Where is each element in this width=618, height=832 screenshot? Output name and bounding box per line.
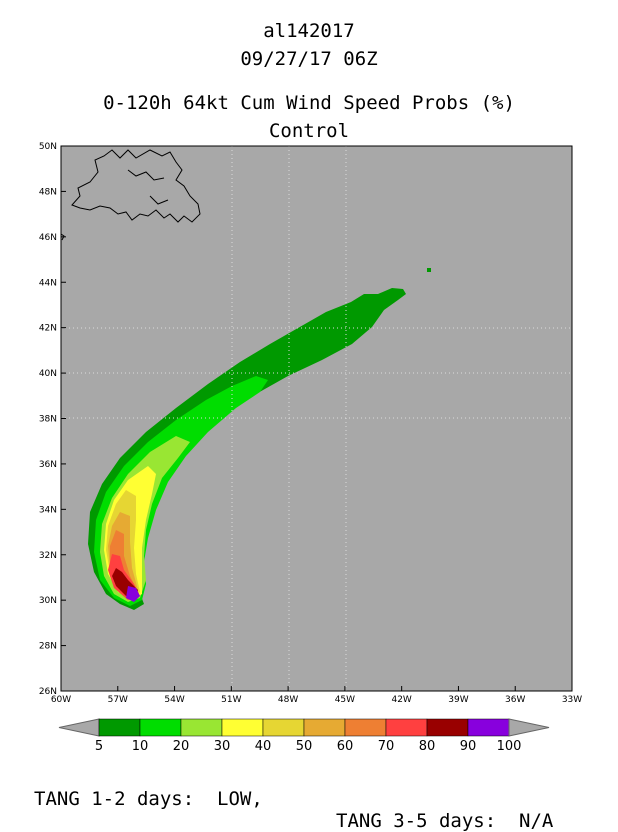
lon-tick-label: 39W: [448, 695, 468, 705]
lat-tick-label: 44N: [39, 278, 57, 288]
colorbar-label: 20: [173, 739, 190, 754]
colorbar-swatch: [139, 718, 182, 737]
lat-tick-label: 26N: [39, 687, 57, 697]
colorbar-label: 90: [460, 739, 477, 754]
lat-tick-label: 38N: [39, 415, 57, 425]
colorbar-swatch: [180, 718, 223, 737]
colorbar-label: 70: [378, 739, 395, 754]
colorbar-label: 100: [497, 739, 522, 754]
lat-tick-label: 34N: [39, 505, 57, 515]
lon-tick-label: 48W: [278, 695, 298, 705]
colorbar-swatch: [98, 718, 141, 737]
lat-tick-label: 50N: [39, 142, 57, 152]
lat-tick-label: 40N: [39, 369, 57, 379]
colorbar-swatch: [467, 718, 510, 737]
lat-lon-grid: [61, 146, 572, 691]
lat-tick-label: 48N: [39, 187, 57, 197]
colorbar-swatch: [221, 718, 264, 737]
colorbar-swatch: [426, 718, 469, 737]
probability-swath: [88, 268, 431, 610]
newfoundland-coastline: [60, 149, 201, 241]
contour-5-speck: [427, 268, 431, 272]
lat-tick-label: 30N: [39, 596, 57, 606]
colorbar-label: 10: [132, 739, 149, 754]
lat-tick-label: 28N: [39, 642, 57, 652]
datetime-title: 09/27/17 06Z: [240, 48, 378, 70]
lon-tick-label: 54W: [164, 695, 184, 705]
probability-map: 60W 57W 54W 51W 48W 45W 42W 39W 36W 33W 26N 28N 30N…: [39, 142, 582, 754]
storm-id-title: al142017: [263, 20, 355, 42]
colorbar-high-arrow: [508, 718, 550, 737]
latitude-axis: 26N 28N 30N 32N 34N 36N 38N 40N 42N 44N 46N 48N 50N: [39, 142, 66, 697]
colorbar-label: 80: [419, 739, 436, 754]
tang-1-2-days: TANG 1-2 days: LOW,: [34, 788, 263, 810]
colorbar-swatch: [385, 718, 428, 737]
lat-tick-label: 36N: [39, 460, 57, 470]
colorbar-label: 40: [255, 739, 272, 754]
lon-tick-label: 36W: [505, 695, 525, 705]
run-title: Control: [268, 120, 350, 142]
colorbar-swatch: [262, 718, 305, 737]
product-title: 0-120h 64kt Cum Wind Speed Probs (%): [103, 92, 515, 114]
lon-tick-label: 57W: [108, 695, 128, 705]
lon-tick-label: 42W: [391, 695, 411, 705]
colorbar-swatch: [303, 718, 346, 737]
lon-tick-label: 60W: [51, 695, 71, 705]
map-ocean: [61, 146, 572, 691]
tang-3-5-days: TANG 3-5 days: N/A: [336, 810, 554, 832]
colorbar-low-arrow: [58, 718, 100, 737]
colorbar-label: 30: [214, 739, 231, 754]
longitude-axis: 60W 57W 54W 51W 48W 45W 42W 39W 36W 33W: [51, 686, 582, 705]
lon-tick-label: 33W: [562, 695, 582, 705]
colorbar-label: 60: [337, 739, 354, 754]
lat-tick-label: 46N: [39, 233, 57, 243]
colorbar: 5 10 20 30 40 50 60 70 80 90 100: [58, 718, 550, 754]
colorbar-label: 5: [95, 739, 103, 754]
colorbar-swatch: [344, 718, 387, 737]
contour-90: [126, 586, 140, 602]
lon-tick-label: 51W: [221, 695, 241, 705]
lat-tick-label: 32N: [39, 551, 57, 561]
lat-tick-label: 42N: [39, 324, 57, 334]
footer: TANG 1-2 days: LOW, TANG 3-5 days: N/A: [0, 766, 618, 832]
colorbar-label: 50: [296, 739, 313, 754]
lon-tick-label: 45W: [335, 695, 355, 705]
